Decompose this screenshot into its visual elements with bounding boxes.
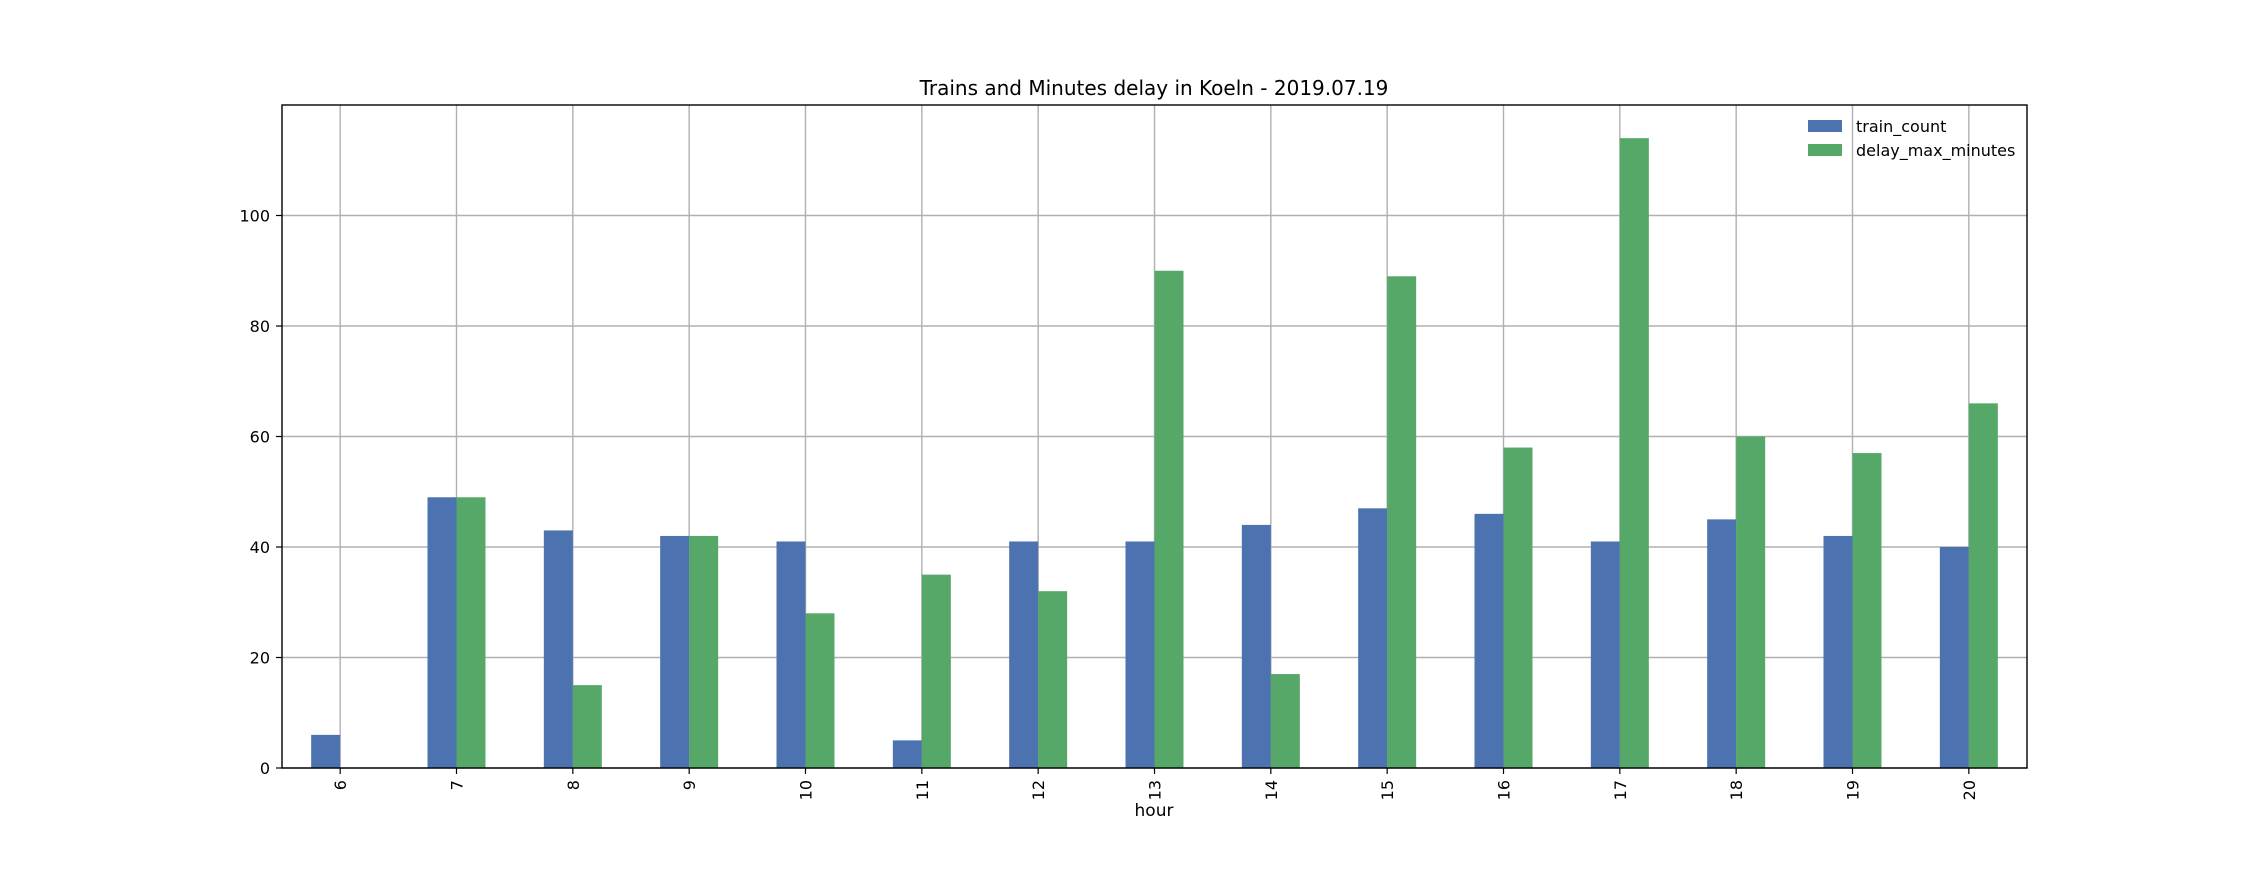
x-tick-label: 6 <box>331 780 350 790</box>
legend: train_count delay_max_minutes <box>1808 117 2015 161</box>
bar-delay-max-minutes <box>572 685 602 768</box>
chart-title: Trains and Minutes delay in Koeln - 2019… <box>919 76 1389 100</box>
legend-label: delay_max_minutes <box>1856 141 2015 161</box>
bar-train-count <box>1939 547 1969 768</box>
legend-swatch <box>1808 120 1842 132</box>
x-tick-label: 7 <box>448 780 467 790</box>
bar-train-count <box>1474 513 1504 768</box>
legend-swatch <box>1808 144 1842 156</box>
x-tick-label: 20 <box>1960 780 1979 800</box>
bar-delay-max-minutes <box>1619 138 1649 768</box>
bar-train-count <box>1125 541 1155 768</box>
bar-train-count <box>311 734 341 768</box>
x-tick-label: 12 <box>1029 780 1048 800</box>
bar-train-count <box>1590 541 1620 768</box>
bar-train-count <box>543 530 573 768</box>
legend-label: train_count <box>1856 117 1946 137</box>
x-tick-label: 15 <box>1378 780 1397 800</box>
x-tick-label: 8 <box>564 780 583 790</box>
bar-train-count <box>1009 541 1039 768</box>
x-tick-label: 13 <box>1146 780 1165 800</box>
y-tick-label: 0 <box>260 759 270 778</box>
x-tick-label: 11 <box>913 780 932 800</box>
x-tick-label: 18 <box>1727 780 1746 800</box>
bar-delay-max-minutes <box>456 497 486 768</box>
x-tick-label: 14 <box>1262 780 1281 800</box>
bar-train-count <box>427 497 457 768</box>
bar-delay-max-minutes <box>921 574 951 768</box>
bar-delay-max-minutes <box>1387 276 1417 768</box>
bar-train-count <box>1707 519 1737 768</box>
bar-delay-max-minutes <box>1503 447 1533 768</box>
bar-delay-max-minutes <box>805 613 835 768</box>
axis-ticks: 0 20 40 60 80 100 6 7 8 9 10 11 12 13 14 15 16 17 18 19 20 <box>239 207 1978 801</box>
x-tick-label: 16 <box>1495 780 1514 800</box>
y-tick-label: 80 <box>250 317 270 336</box>
bar-delay-max-minutes <box>1154 270 1184 768</box>
bar-delay-max-minutes <box>1968 403 1998 768</box>
x-axis-label: hour <box>1135 801 1174 821</box>
bar-train-count <box>1241 524 1271 768</box>
x-tick-label: 19 <box>1844 780 1863 800</box>
y-tick-label: 20 <box>250 649 270 668</box>
x-tick-label: 9 <box>680 780 699 790</box>
y-tick-label: 100 <box>239 207 270 226</box>
bar-delay-max-minutes <box>1038 591 1068 768</box>
bar-train-count <box>1358 508 1388 768</box>
y-tick-label: 60 <box>250 428 270 447</box>
bar-delay-max-minutes <box>1852 453 1882 768</box>
bar-delay-max-minutes <box>1270 674 1300 768</box>
bar-train-count <box>660 535 690 768</box>
bar-train-count <box>892 740 922 768</box>
x-tick-label: 17 <box>1611 780 1630 800</box>
bar-delay-max-minutes <box>1736 436 1766 768</box>
x-tick-label: 10 <box>797 780 816 800</box>
bar-train-count <box>1823 535 1853 768</box>
bar-delay-max-minutes <box>689 535 719 768</box>
bar-train-count <box>776 541 806 768</box>
y-tick-label: 40 <box>250 538 270 557</box>
bars <box>311 138 1998 768</box>
